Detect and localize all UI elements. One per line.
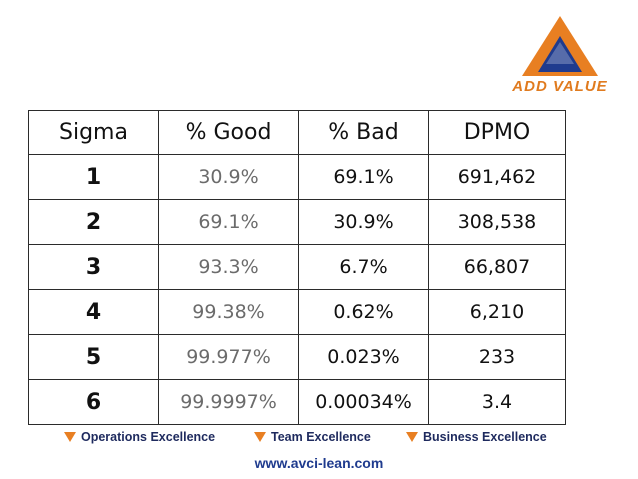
bad-cell: 69.1% [298, 154, 429, 200]
good-cell: 30.9% [158, 154, 299, 200]
table-row: 2 69.1% 30.9% 308,538 [28, 199, 566, 245]
dpmo-cell: 3.4 [428, 379, 566, 425]
footer-tag-label: Operations Excellence [81, 430, 216, 444]
bad-cell: 0.00034% [298, 379, 429, 425]
good-cell: 69.1% [158, 199, 299, 245]
dpmo-cell: 233 [428, 334, 566, 380]
sigma-cell: 5 [28, 334, 159, 380]
sigma-cell: 4 [28, 289, 159, 335]
table-header-row: Sigma % Good % Bad DPMO [28, 110, 566, 155]
table-row: 5 99.977% 0.023% 233 [28, 334, 566, 380]
bad-cell: 30.9% [298, 199, 429, 245]
header-good: % Good [158, 110, 299, 155]
triangle-logo-icon [522, 16, 598, 76]
dpmo-cell: 691,462 [428, 154, 566, 200]
bad-cell: 0.62% [298, 289, 429, 335]
footer-tag-label: Team Excellence [271, 430, 371, 444]
sigma-cell: 3 [28, 244, 159, 290]
footer-tag-team: Team Excellence [254, 430, 371, 444]
table-row: 6 99.9997% 0.00034% 3.4 [28, 379, 566, 425]
triangle-down-icon [254, 432, 266, 442]
footer-tags: Operations Excellence Team Excellence Bu… [64, 430, 584, 448]
footer-tag-operations: Operations Excellence [64, 430, 215, 444]
header-sigma: Sigma [28, 110, 159, 155]
good-cell: 99.9997% [158, 379, 299, 425]
sigma-cell: 2 [28, 199, 159, 245]
good-cell: 99.38% [158, 289, 299, 335]
footer-tag-label: Business Excellence [423, 430, 547, 444]
table-row: 1 30.9% 69.1% 691,462 [28, 154, 566, 200]
sigma-table: Sigma % Good % Bad DPMO 1 30.9% 69.1% 69… [28, 110, 566, 425]
footer-tag-business: Business Excellence [406, 430, 547, 444]
header-dpmo: DPMO [428, 110, 566, 155]
table-row: 4 99.38% 0.62% 6,210 [28, 289, 566, 335]
dpmo-cell: 66,807 [428, 244, 566, 290]
sigma-cell: 6 [28, 379, 159, 425]
sigma-cell: 1 [28, 154, 159, 200]
website-link[interactable]: www.avci-lean.com [254, 455, 384, 471]
header-bad: % Bad [298, 110, 429, 155]
triangle-down-icon [406, 432, 418, 442]
dpmo-cell: 308,538 [428, 199, 566, 245]
bad-cell: 0.023% [298, 334, 429, 380]
logo-text: ADD VALUE [512, 78, 608, 95]
good-cell: 93.3% [158, 244, 299, 290]
dpmo-cell: 6,210 [428, 289, 566, 335]
table-row: 3 93.3% 6.7% 66,807 [28, 244, 566, 290]
add-value-logo: ADD VALUE [500, 14, 620, 96]
good-cell: 99.977% [158, 334, 299, 380]
bad-cell: 6.7% [298, 244, 429, 290]
triangle-down-icon [64, 432, 76, 442]
